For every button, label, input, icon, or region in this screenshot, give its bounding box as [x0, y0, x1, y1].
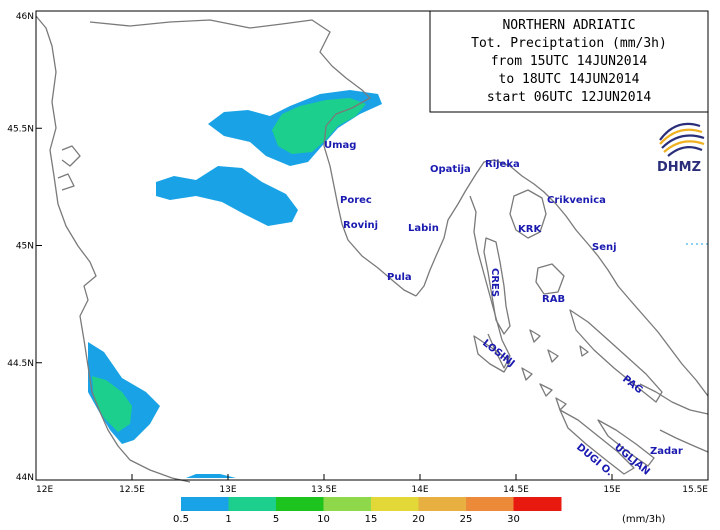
dhmz-logo-swirl-icon [659, 122, 705, 157]
place-pag: PAG [620, 374, 644, 396]
legend-swatches [181, 497, 562, 511]
place-porec: Porec [340, 195, 372, 206]
legend: 0.5 1 5 10 15 20 25 30 (mm/3h) [173, 497, 665, 525]
legend-unit: (mm/3h) [622, 514, 665, 525]
legend-swatch [228, 497, 277, 511]
legend-swatch [466, 497, 514, 511]
coastline-istria-east [415, 159, 709, 397]
precip-area-bottom-blue [186, 474, 236, 478]
place-crikvenica: Crikvenica [547, 195, 606, 206]
place-krk: KRK [518, 224, 542, 235]
legend-label: 25 [460, 514, 473, 525]
legend-label: 30 [507, 514, 520, 525]
y-tick-label: 45.5N [7, 124, 34, 134]
x-tick-label: 13.5E [311, 485, 337, 495]
y-tick-label: 45N [16, 242, 34, 252]
place-labels: Umag Porec Rovinj Pula Labin Opatija Rij… [324, 140, 683, 479]
legend-swatch [181, 497, 229, 511]
coastline-italy-north [35, 15, 191, 483]
x-tick-label: 15E [603, 485, 620, 495]
dhmz-logo-text: DHMZ [657, 160, 701, 175]
island-cres [483, 237, 511, 335]
title-line-5: start 06UTC 12JUN2014 [487, 90, 652, 105]
island-losinj [473, 335, 511, 373]
title-line-2: Tot. Preciptation (mm/3h) [471, 36, 667, 51]
precip-area-mid-blue [156, 166, 298, 226]
x-tick-label: 15.5E [682, 485, 708, 495]
x-tick-label: 13E [219, 485, 236, 495]
place-ugljan: UGLJAN [612, 442, 652, 478]
place-labin: Labin [408, 223, 439, 234]
place-senj: Senj [592, 242, 617, 253]
place-pula: Pula [387, 272, 412, 283]
y-tick-label: 46N [16, 12, 34, 22]
island-pag [569, 309, 663, 403]
title-line-4: to 18UTC 14JUN2014 [499, 72, 640, 87]
legend-labels: 0.5 1 5 10 15 20 25 30 [173, 514, 520, 525]
dhmz-logo: DHMZ [657, 122, 705, 175]
place-rijeka: Rijeka [485, 159, 520, 170]
legend-swatch [323, 497, 372, 511]
legend-label: 1 [225, 514, 231, 525]
coastline-venetian-lagoon [57, 145, 81, 191]
coastline [35, 15, 709, 483]
place-cres: CRES [489, 268, 500, 297]
legend-label: 20 [412, 514, 425, 525]
title-line-3: from 15UTC 14JUN2014 [491, 54, 648, 69]
legend-swatch [371, 497, 419, 511]
place-rab: RAB [542, 294, 565, 305]
legend-label: 10 [317, 514, 330, 525]
island-ugljan [597, 419, 655, 467]
place-zadar: Zadar [650, 446, 683, 457]
island-rab [535, 263, 565, 295]
place-dugi-o: DUGI O. [574, 442, 615, 479]
x-tick-label: 14E [411, 485, 428, 495]
place-umag: Umag [324, 140, 356, 151]
legend-label: 15 [365, 514, 378, 525]
x-tick-label: 14.5E [503, 485, 529, 495]
y-axis-ticks: 46N 45.5N 45N 44.5N 44N [7, 10, 42, 483]
x-axis-ticks: 12E 12.5E 13E 13.5E 14E 14.5E 15E 15.5E [35, 474, 709, 495]
legend-swatch [418, 497, 467, 511]
legend-label: 0.5 [173, 514, 189, 525]
place-losinj: LOSINJ [480, 338, 516, 370]
place-rovinj: Rovinj [343, 220, 378, 231]
precip-area-south-green [92, 376, 132, 432]
y-tick-label: 44N [16, 473, 34, 483]
islands-kvarneric [521, 329, 589, 411]
y-tick-label: 44.5N [7, 359, 34, 369]
coastline-zadar-mainland [639, 383, 709, 453]
title-box: NORTHERN ADRIATIC Tot. Preciptation (mm/… [429, 10, 709, 113]
coastline-istria-west [323, 125, 417, 297]
legend-swatch [513, 497, 562, 511]
coastline-kvarner-inner [469, 195, 511, 369]
title-box-frame [429, 10, 709, 113]
island-krk [509, 189, 547, 239]
x-tick-label: 12E [36, 485, 53, 495]
legend-swatch [276, 497, 324, 511]
precipitation-areas [88, 90, 382, 478]
title-line-1: NORTHERN ADRIATIC [502, 18, 635, 33]
coastline-gulf-trieste [89, 19, 371, 127]
legend-label: 5 [273, 514, 279, 525]
island-dugi [559, 409, 635, 475]
x-tick-label: 12.5E [119, 485, 145, 495]
place-opatija: Opatija [430, 164, 471, 175]
